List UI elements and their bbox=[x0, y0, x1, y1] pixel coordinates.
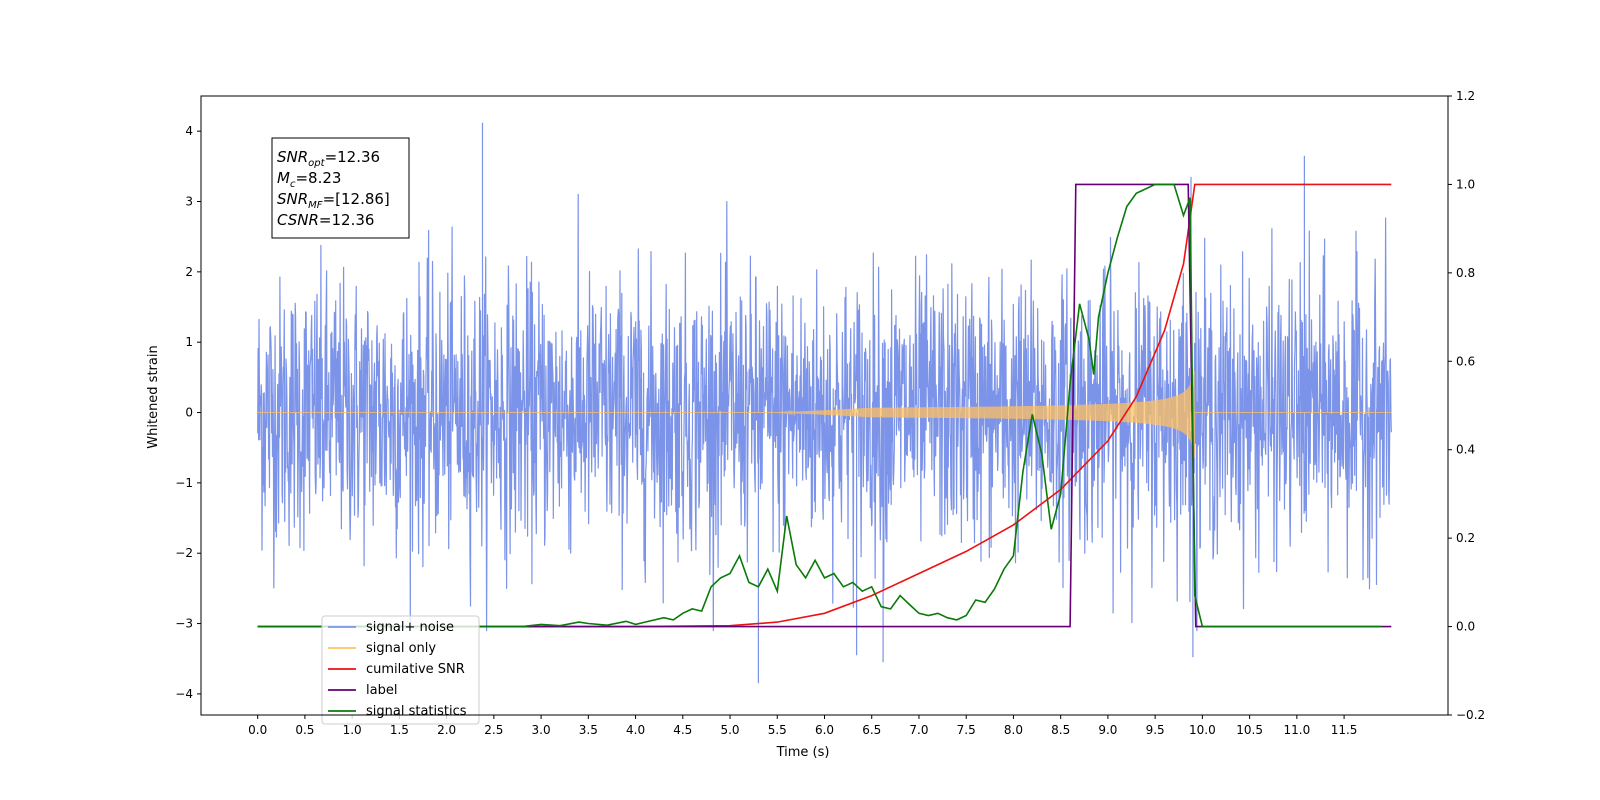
y2-tick-label: 0.2 bbox=[1456, 531, 1475, 545]
y2-tick-label: 1.2 bbox=[1456, 89, 1475, 103]
x-tick-label: 3.5 bbox=[579, 723, 598, 737]
x-tick-label: 9.0 bbox=[1098, 723, 1117, 737]
legend-entry: label bbox=[328, 683, 397, 698]
y-tick-label: 3 bbox=[185, 195, 193, 209]
x-tick-label: 2.5 bbox=[484, 723, 503, 737]
y2-tick-label: 0.6 bbox=[1456, 354, 1475, 368]
x-tick-label: 10.5 bbox=[1236, 723, 1263, 737]
x-tick-label: 6.5 bbox=[862, 723, 881, 737]
annotation-line: CSNR=12.36 bbox=[277, 211, 374, 229]
x-tick-label: 5.5 bbox=[768, 723, 787, 737]
annotation-line: Mc=8.23 bbox=[277, 169, 341, 190]
x-tick-label: 8.5 bbox=[1051, 723, 1070, 737]
x-tick-label: 11.0 bbox=[1283, 723, 1310, 737]
y-axis-right: −0.2 0.0 0.2 0.4 0.6 0.8 1.0 1.2 bbox=[1448, 89, 1485, 722]
y-axis-left: −4 −3 −2 −1 0 1 2 3 4 bbox=[175, 124, 201, 701]
y2-tick-label: 0.4 bbox=[1456, 443, 1475, 457]
y2-tick-label: −0.2 bbox=[1456, 708, 1485, 722]
y-axis-label: Whitened strain bbox=[146, 345, 161, 448]
x-tick-label: 3.0 bbox=[532, 723, 551, 737]
y-tick-label: −2 bbox=[175, 546, 193, 560]
plot-frame bbox=[200, 95, 1449, 716]
y-tick-label: 0 bbox=[185, 406, 193, 420]
legend-frame bbox=[321, 615, 480, 725]
x-tick-label: 4.0 bbox=[626, 723, 645, 737]
legend: signal+ noise signal only cumilative SNR la… bbox=[321, 615, 480, 725]
annotation-line: SNRMF=[12.86] bbox=[277, 190, 390, 211]
x-axis: 0.0 0.5 1.0 1.5 2.0 2.5 3.0 3.5 4.0 4.5 5.0 5.5 6.0 6… bbox=[248, 715, 1357, 737]
x-tick-label: 6.0 bbox=[815, 723, 834, 737]
legend-entry: signal only bbox=[328, 641, 436, 656]
x-tick-label: 0.0 bbox=[248, 723, 267, 737]
y-tick-label: −1 bbox=[175, 476, 193, 490]
x-tick-label: 10.0 bbox=[1189, 723, 1216, 737]
x-tick-label: 2.0 bbox=[437, 723, 456, 737]
x-axis-label: Time (s) bbox=[776, 745, 830, 760]
x-tick-label: 1.0 bbox=[343, 723, 362, 737]
annotation-frame bbox=[271, 137, 410, 239]
y-tick-label: 4 bbox=[185, 124, 193, 138]
legend-entry: signal+ noise bbox=[328, 620, 454, 635]
legend-entry: cumilative SNR bbox=[328, 662, 465, 677]
y2-tick-label: 0.0 bbox=[1456, 620, 1475, 634]
y-tick-label: 1 bbox=[185, 335, 193, 349]
series-line-signal-only bbox=[257, 370, 1392, 458]
annotation-line: SNRopt=12.36 bbox=[277, 148, 380, 169]
x-tick-label: 4.5 bbox=[673, 723, 692, 737]
legend-label: signal+ noise bbox=[366, 620, 454, 635]
x-tick-label: 0.5 bbox=[295, 723, 314, 737]
metrics-annotation-box: SNRopt=12.36Mc=8.23SNRMF=[12.86]CSNR=12.… bbox=[271, 137, 410, 239]
y2-tick-label: 0.8 bbox=[1456, 266, 1475, 280]
legend-label: signal statistics bbox=[366, 704, 467, 719]
y-tick-label: 2 bbox=[185, 265, 193, 279]
y-tick-label: −3 bbox=[175, 617, 193, 631]
y2-tick-label: 1.0 bbox=[1456, 177, 1475, 191]
x-tick-label: 1.5 bbox=[390, 723, 409, 737]
x-tick-label: 5.0 bbox=[720, 723, 739, 737]
x-tick-label: 8.0 bbox=[1004, 723, 1023, 737]
series-line-cumilative-snr bbox=[257, 183, 1392, 628]
plot-area bbox=[257, 122, 1392, 684]
x-tick-label: 11.5 bbox=[1331, 723, 1358, 737]
legend-label: cumilative SNR bbox=[366, 662, 465, 677]
x-tick-label: 7.0 bbox=[909, 723, 928, 737]
y-tick-label: −4 bbox=[175, 687, 193, 701]
series-line-signal-plus-noise bbox=[257, 122, 1392, 684]
x-tick-label: 7.5 bbox=[957, 723, 976, 737]
x-tick-label: 9.5 bbox=[1146, 723, 1165, 737]
legend-label: label bbox=[366, 683, 397, 698]
legend-label: signal only bbox=[366, 641, 436, 656]
series-line-signal-statistics bbox=[257, 183, 1382, 628]
